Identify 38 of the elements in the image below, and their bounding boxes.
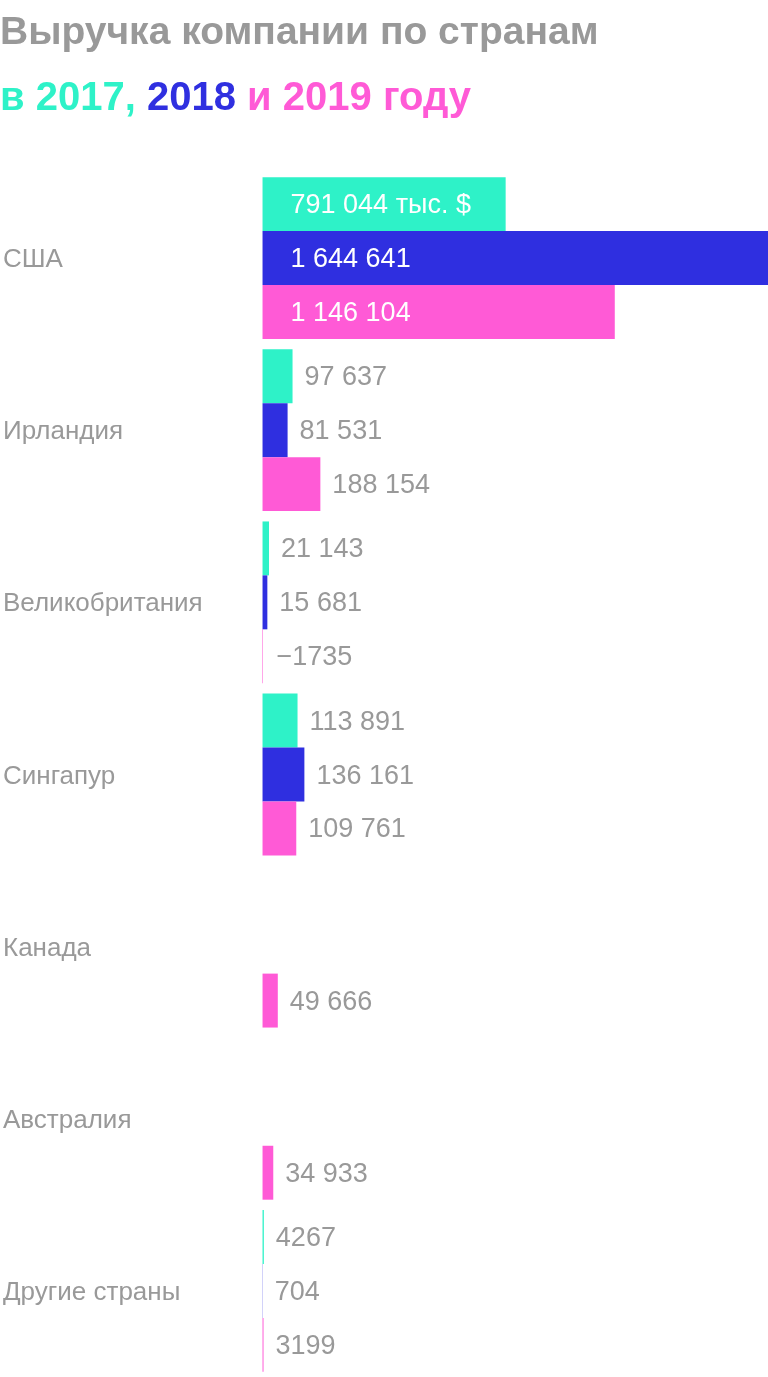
data-label: 704 <box>274 1275 320 1306</box>
bar <box>262 521 270 576</box>
y-tick-label: США <box>3 243 64 274</box>
data-label: 49 666 <box>289 985 373 1016</box>
chart-title: Выручка компании по странам <box>0 8 599 54</box>
y-tick-label: Канада <box>3 931 92 962</box>
data-label: 34 933 <box>285 1157 368 1188</box>
data-label: 21 143 <box>281 533 364 564</box>
chart-subtitle: в 2017, 2018 и 2019 году <box>0 74 472 118</box>
data-label: 4267 <box>275 1221 336 1252</box>
data-label: 1 146 104 <box>290 297 411 328</box>
y-tick-label: Сингапур <box>3 759 116 790</box>
bar <box>262 403 288 458</box>
bar <box>262 231 768 286</box>
data-label: 3199 <box>275 1329 336 1360</box>
bar <box>262 285 615 339</box>
data-label: 188 154 <box>332 469 430 500</box>
data-label: −1735 <box>276 641 353 672</box>
data-label: 15 681 <box>279 587 362 618</box>
data-label: 81 531 <box>299 415 383 446</box>
data-label: 109 761 <box>308 813 406 844</box>
data-label: 97 637 <box>304 361 388 392</box>
bar <box>262 349 293 404</box>
y-tick-label: Австралия <box>3 1103 132 1134</box>
y-tick-label: Великобритания <box>3 587 203 618</box>
bar <box>262 1145 274 1200</box>
data-label: 1 644 641 <box>290 243 411 274</box>
data-label: 136 161 <box>316 759 414 790</box>
bar <box>262 457 321 512</box>
y-tick-label: Ирландия <box>3 415 124 446</box>
y-tick-label: Другие страны <box>3 1275 181 1306</box>
bar <box>262 747 305 802</box>
data-label: 113 891 <box>309 705 406 736</box>
bar <box>262 973 278 1028</box>
bar <box>262 177 506 232</box>
bar <box>262 693 298 748</box>
data-label: 791 044 тыс. $ <box>290 189 471 220</box>
bar <box>262 801 297 856</box>
